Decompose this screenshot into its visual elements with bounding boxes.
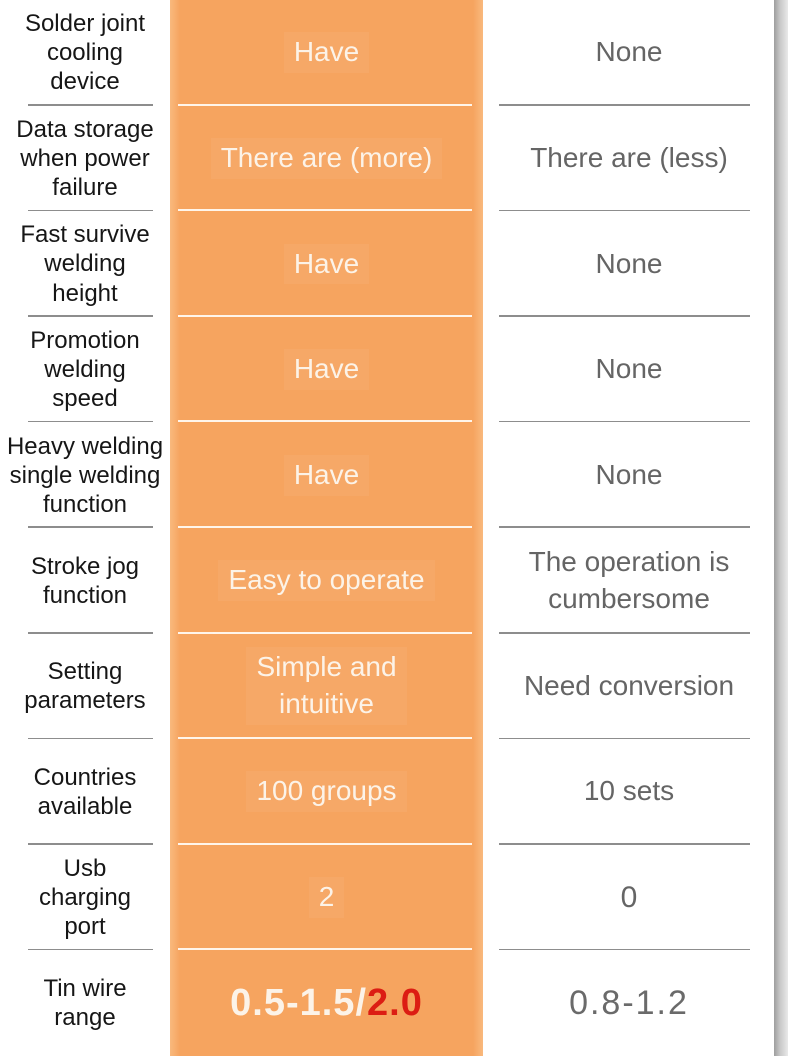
our-value-text: Easy to operate (218, 560, 435, 602)
our-value-text: Simple and intuitive (246, 647, 407, 726)
column-features: Solder joint cooling device Data storage… (0, 0, 170, 1056)
feature-label: Data storage when power failure (0, 106, 170, 212)
feature-label: Fast survive welding height (0, 211, 170, 317)
our-value: There are (more) (170, 106, 483, 212)
competitor-value: Need conversion (483, 634, 775, 740)
our-value-text: Have (283, 349, 370, 391)
feature-label: Usb charging port (0, 845, 170, 951)
our-value: Have (170, 211, 483, 317)
feature-label: Countries available (0, 739, 170, 845)
our-value: Have (170, 317, 483, 423)
feature-label: Heavy welding single welding function (0, 422, 170, 528)
competitor-value: The operation is cumbersome (483, 528, 775, 634)
our-value: Easy to operate (170, 528, 483, 634)
column-competitor: None There are (less) None None None The… (483, 0, 775, 1056)
competitor-value: None (483, 422, 775, 528)
range-main: 0.5-1.5/ (230, 982, 368, 1025)
feature-label: Stroke jog function (0, 528, 170, 634)
feature-label: Tin wire range (43, 975, 127, 1032)
feature-label: Promotion welding speed (0, 317, 170, 423)
competitor-value: None (483, 211, 775, 317)
competitor-value: There are (less) (483, 106, 775, 212)
our-value-text: Have (283, 454, 370, 496)
competitor-value: None (483, 0, 775, 106)
competitor-value: None (483, 317, 775, 423)
our-value: 2 (170, 845, 483, 951)
our-value-text: Have (283, 32, 370, 74)
competitor-value: 0 (483, 845, 775, 951)
feature-label: Solder joint cooling device (0, 0, 170, 106)
our-value: 100 groups (170, 739, 483, 845)
range-highlight: 2.0 (367, 982, 423, 1025)
our-tin-wire-range: 0.5-1.5/2.0 (170, 950, 483, 1056)
scrollbar[interactable] (774, 0, 788, 1056)
our-value: Simple and intuitive (170, 634, 483, 740)
competitor-value: 10 sets (483, 739, 775, 845)
our-value-text: 2 (308, 877, 345, 919)
our-value-text: There are (more) (210, 137, 443, 179)
competitor-tin-wire-range: 0.8-1.2 (569, 983, 689, 1022)
our-value: Have (170, 422, 483, 528)
feature-label: Setting parameters (0, 634, 170, 740)
our-value-text: Have (283, 243, 370, 285)
column-our-product: Have There are (more) Have Have Have Eas… (170, 0, 483, 1056)
our-value: Have (170, 0, 483, 106)
our-value-text: 100 groups (246, 771, 407, 813)
